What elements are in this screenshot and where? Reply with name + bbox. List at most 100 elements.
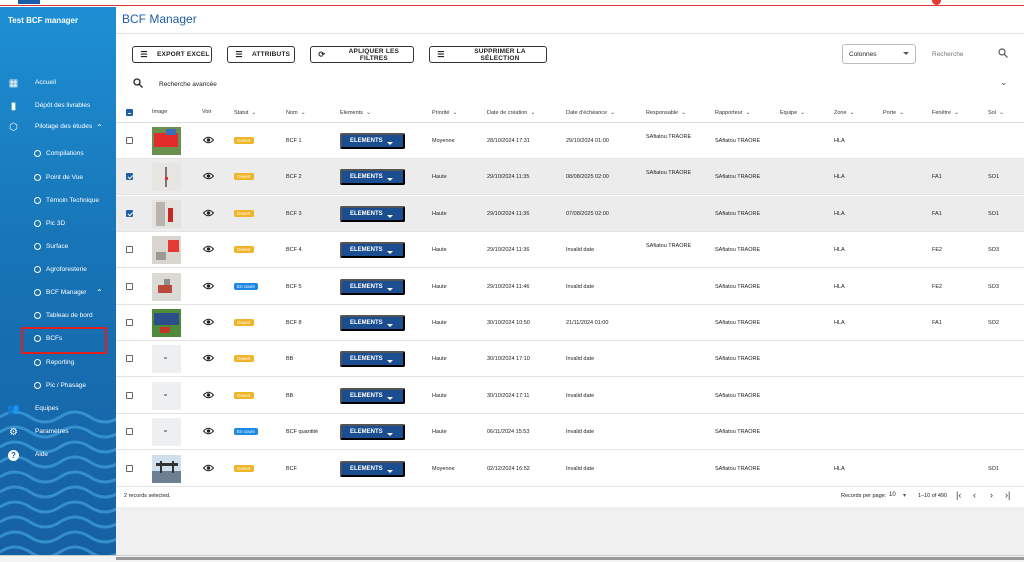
sidebar-item-d-p-t-des-livrables[interactable]: ▮ Dépôt des livrables [0, 98, 116, 114]
first-page-icon[interactable]: |‹ [956, 490, 962, 500]
search-input[interactable] [928, 44, 1000, 64]
elements-dropdown-button[interactable]: ELEMENTS [340, 424, 405, 441]
advanced-search-bar[interactable]: Recherche avancée ⌄ [116, 73, 1024, 95]
table-row[interactable]: Ouvert ELEMENTS BCF 8 Haute 30/10/2024 10:50… [116, 305, 1024, 341]
eye-icon[interactable] [203, 464, 214, 472]
table-row[interactable]: En cours ELEMENTS BCF 5 Haute 29/10/2024 11:… [116, 268, 1024, 305]
table-row[interactable]: Ouvert ELEMENTS BB Haute 30/10/2024 17:10 Inv… [116, 341, 1024, 378]
header-statut[interactable]: Statut ⌄ [234, 110, 257, 116]
table-row[interactable]: Ouvert ELEMENTS BCF 1 Moyenne 28/10/2024 17:… [116, 123, 1024, 159]
search-icon[interactable] [998, 48, 1008, 58]
sidebar-item-pilotage-des-tudes[interactable]: ⬡ Pilotage des études ⌃ [0, 119, 116, 135]
bcf-thumbnail[interactable] [152, 454, 181, 483]
header-rapporteur[interactable]: Rapporteur ⌄ [715, 110, 751, 116]
apply-filters-button[interactable]: ⟳ APLIQUER LES FILTRES [310, 46, 414, 63]
sidebar-item-compilations[interactable]: Compilations [0, 145, 116, 161]
columns-select[interactable]: Colonnes [842, 44, 916, 64]
bcf-thumbnail[interactable] [152, 127, 181, 155]
row-checkbox[interactable] [126, 464, 133, 472]
chevron-down-icon[interactable]: ⌄ [1000, 77, 1008, 87]
eye-icon[interactable] [203, 354, 214, 362]
next-page-icon[interactable]: › [990, 490, 993, 500]
row-checkbox[interactable] [126, 173, 133, 181]
sidebar-item-pic-3d[interactable]: Pic 3D [0, 215, 116, 231]
header-zone[interactable]: Zone ⌄ [834, 110, 855, 116]
sidebar-item-reporting[interactable]: Reporting [0, 354, 116, 370]
bcf-thumbnail[interactable] [152, 163, 181, 192]
header-sol[interactable]: Sol ⌄ [988, 110, 1004, 116]
elements-dropdown-button[interactable]: ELEMENTS [340, 133, 405, 149]
prev-page-icon[interactable]: ‹ [973, 490, 976, 500]
header-responsable[interactable]: Responsable ⌄ [646, 110, 687, 116]
export-excel-button[interactable]: ☰ EXPORT EXCEL [132, 46, 212, 63]
header-nom[interactable]: Nom ⌄ [286, 110, 306, 116]
scrollbar-thumb[interactable] [116, 557, 1024, 560]
sidebar-item-point-de-vue[interactable]: Point de Vue [0, 169, 116, 185]
sidebar-item-bcfs[interactable]: BCFs [0, 330, 116, 346]
chevron-up-icon[interactable]: ⌃ [96, 122, 103, 132]
header-creation[interactable]: Date de création ⌄ [487, 110, 536, 116]
sidebar-item-param-tres[interactable]: ⚙ Paramètres [0, 424, 116, 440]
elements-dropdown-button[interactable]: ELEMENTS [340, 278, 405, 295]
last-page-icon[interactable]: ›| [1005, 490, 1011, 500]
row-checkbox[interactable] [126, 355, 133, 363]
sidebar-item-agroforesterie[interactable]: Agroforesterie [0, 261, 116, 277]
eye-icon[interactable] [203, 318, 214, 326]
elements-dropdown-button[interactable]: ELEMENTS [340, 351, 405, 368]
table-row[interactable]: Ouvert ELEMENTS BCF 4 Haute 29/10/2024 11:36… [116, 232, 1024, 269]
row-checkbox[interactable] [126, 246, 133, 254]
table-row[interactable]: En cours ELEMENTS BCF quantité Haute 06/11/2… [116, 414, 1024, 451]
sidebar-item-accueil[interactable]: ▦ Accueil [0, 75, 116, 91]
row-checkbox[interactable] [126, 428, 133, 436]
sidebar-item-t-moin-technique[interactable]: Témoin Technique [0, 192, 116, 208]
bcf-thumbnail[interactable] [152, 199, 181, 228]
elements-dropdown-button[interactable]: ELEMENTS [340, 460, 405, 477]
header-fenetre[interactable]: Fenêtre ⌄ [932, 110, 959, 116]
rows-per-page-select[interactable]: 10 [889, 492, 896, 498]
eye-icon[interactable] [203, 391, 214, 399]
header-equipe[interactable]: Equipe ⌄ [780, 110, 806, 116]
row-checkbox[interactable] [126, 209, 133, 217]
sidebar-item-bcf-manager[interactable]: BCF Manager ⌃ [0, 284, 116, 300]
eye-icon[interactable] [203, 136, 214, 144]
header-elements[interactable]: Elements ⌄ [340, 110, 371, 116]
sidebar-item-tableau-de-bord[interactable]: Tableau de bord [0, 307, 116, 323]
bcf-thumbnail[interactable] [152, 381, 181, 410]
elements-dropdown-button[interactable]: ELEMENTS [340, 205, 405, 222]
header-priorite[interactable]: Priorité ⌄ [432, 110, 458, 116]
elements-dropdown-button[interactable]: ELEMENTS [340, 242, 405, 259]
table-row[interactable]: Ouvert ELEMENTS BB Haute 30/10/2024 17:11 Inv… [116, 377, 1024, 414]
header-porte[interactable]: Porte ⌄ [883, 110, 905, 116]
select-all-checkbox[interactable] [126, 109, 133, 116]
eye-icon[interactable] [203, 245, 214, 253]
bottom-scrollbar[interactable] [0, 555, 1024, 562]
bcf-thumbnail[interactable] [152, 345, 181, 374]
elements-dropdown-button[interactable]: ELEMENTS [340, 315, 405, 331]
bcf-thumbnail[interactable] [152, 309, 181, 337]
header-echeance[interactable]: Date d'échéance ⌄ [566, 110, 616, 116]
eye-icon[interactable] [203, 172, 214, 180]
bcf-thumbnail[interactable] [152, 272, 181, 301]
caret-down-icon[interactable]: ▾ [903, 493, 907, 499]
elements-dropdown-button[interactable]: ELEMENTS [340, 387, 405, 404]
elements-dropdown-button[interactable]: ELEMENTS [340, 169, 405, 186]
table-row[interactable]: Ouvert ELEMENTS BCF 2 Haute 29/10/2024 11:35… [116, 159, 1024, 196]
row-checkbox[interactable] [126, 391, 133, 399]
eye-icon[interactable] [203, 209, 214, 217]
sidebar-item-surface[interactable]: Surface [0, 238, 116, 254]
bcf-thumbnail[interactable] [152, 418, 181, 447]
row-checkbox[interactable] [126, 282, 133, 290]
attributes-button[interactable]: ☰ ATTRIBUTS [227, 46, 295, 63]
bcf-thumbnail[interactable] [152, 236, 181, 265]
sidebar-item-pic-phasage[interactable]: Pic / Phasage [0, 377, 116, 393]
eye-icon[interactable] [203, 282, 214, 290]
delete-selection-button[interactable]: ☰ SUPPRIMER LA SÉLECTION [429, 46, 547, 63]
chevron-up-icon[interactable]: ⌃ [96, 287, 103, 297]
table-row[interactable]: Ouvert ELEMENTS BCF Moyenne 02/12/2024 16:52… [116, 450, 1024, 487]
row-checkbox[interactable] [126, 137, 133, 144]
row-checkbox[interactable] [126, 319, 133, 326]
sidebar-item-aide[interactable]: ? Aide [0, 447, 116, 463]
eye-icon[interactable] [203, 427, 214, 435]
notification-badge[interactable] [932, 0, 941, 5]
table-row[interactable]: Ouvert ELEMENTS BCF 3 Haute 29/10/2024 11:36… [116, 195, 1024, 232]
